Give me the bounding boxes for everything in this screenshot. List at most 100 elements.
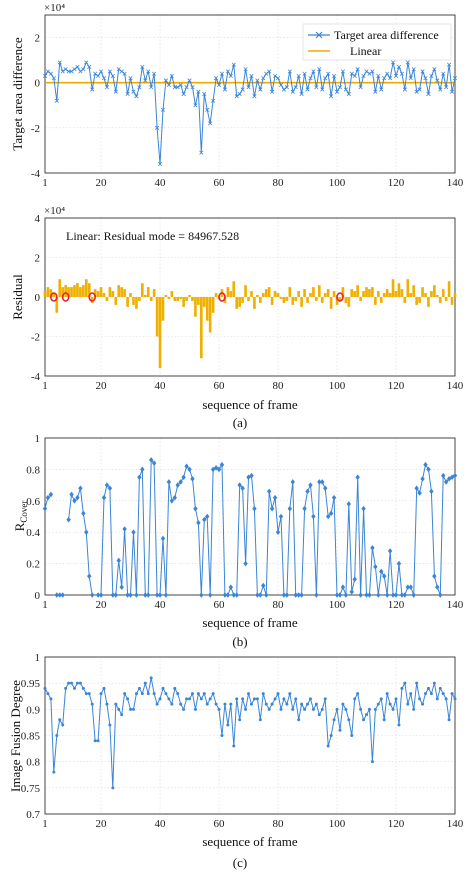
residual-bar [453, 293, 457, 297]
r-cover-point [414, 485, 419, 492]
residual-bar [424, 293, 427, 297]
y-tick-label: -4 [31, 371, 41, 383]
target-area-point [110, 73, 115, 79]
residual-bar [347, 297, 351, 307]
residual-bar [374, 297, 377, 305]
fusion-degree-point [70, 681, 74, 685]
residual-bar [332, 291, 336, 297]
target-area-point [98, 69, 104, 74]
fusion-degree-point [161, 686, 165, 690]
panel-a-bottom-ylabel: Residual [10, 274, 25, 320]
residual-bar [76, 283, 79, 297]
residual-bar [285, 297, 289, 301]
x-tick-label: 80 [273, 599, 285, 611]
fusion-degree-point [359, 707, 363, 711]
residual-bar [99, 287, 103, 297]
target-area-point [405, 60, 410, 65]
target-area-point [169, 73, 174, 79]
panel-c-frame [44, 656, 456, 815]
target-area-point [275, 76, 281, 81]
residual-bar [418, 297, 421, 303]
r-cover-point [207, 592, 213, 598]
r-cover-point [420, 476, 425, 482]
fusion-degree-point [188, 697, 192, 701]
residual-bar [300, 297, 303, 307]
fusion-degree-point [149, 676, 153, 680]
fusion-degree-point [46, 692, 50, 696]
residual-bar [152, 289, 156, 297]
r-cover-point [116, 557, 121, 564]
r-cover-point [411, 592, 416, 598]
r-cover-point [299, 592, 304, 598]
r-cover-line [98, 458, 456, 596]
r-cover-point [367, 592, 372, 598]
r-cover-point [293, 592, 298, 598]
fusion-degree-point [61, 723, 65, 727]
fusion-degree-point [264, 702, 268, 706]
fusion-degree-point [432, 681, 436, 685]
x-tick-label: 40 [155, 599, 167, 611]
residual-bar [297, 291, 300, 297]
r-cover-point [249, 472, 254, 479]
residual-bar [126, 297, 129, 307]
r-cover-point [384, 592, 390, 598]
residual-bar [403, 297, 407, 303]
target-area-point [213, 76, 219, 81]
target-area-point [234, 94, 239, 99]
target-area-point [317, 67, 322, 72]
residual-bar [155, 297, 159, 337]
r-cover-point [45, 494, 51, 501]
target-area-point [417, 87, 422, 92]
r-cover-point [323, 485, 328, 492]
fusion-degree-point [370, 760, 374, 764]
residual-bar [385, 289, 389, 297]
r-cover-point [154, 592, 160, 598]
target-area-point [367, 71, 372, 76]
residual-bar [232, 281, 236, 297]
r-cover-point [320, 479, 325, 485]
legend-marker-x [315, 31, 323, 39]
target-area-point [137, 85, 142, 90]
r-cover-point [151, 460, 157, 466]
r-cover-point [352, 576, 357, 583]
residual-bar [164, 295, 168, 297]
r-cover-point [57, 592, 62, 598]
residual-bar [67, 287, 70, 297]
fusion-degree-point [303, 707, 307, 711]
target-area-point [211, 98, 216, 103]
target-area-point [355, 67, 360, 72]
residual-bar [329, 297, 333, 309]
residual-bar [338, 297, 342, 301]
residual-bar [149, 297, 153, 301]
target-area-point [346, 91, 351, 97]
r-cover-point [438, 592, 443, 598]
x-tick-label: 40 [155, 818, 167, 830]
residual-bar [61, 287, 65, 297]
target-area-point [261, 76, 266, 81]
residual-bar [279, 297, 283, 299]
fusion-degree-point [167, 697, 171, 701]
fusion-degree-point [131, 707, 135, 711]
target-area-point [379, 87, 384, 92]
residual-bar [214, 293, 218, 297]
r-cover-point [325, 513, 331, 520]
r-cover-point [376, 592, 381, 598]
fusion-degree-point [114, 702, 118, 706]
residual-bar [258, 297, 262, 303]
residual-bar [433, 285, 436, 297]
y-tick-label: 4 [35, 213, 41, 225]
target-area-point [202, 91, 207, 97]
fusion-degree-point [258, 718, 262, 722]
target-area-point [267, 69, 272, 74]
target-area-point [149, 85, 154, 90]
y-tick-label: 0 [35, 292, 41, 304]
residual-bar [135, 297, 138, 309]
r-cover-point [264, 592, 269, 598]
r-cover-point [311, 513, 316, 520]
r-cover-point [441, 472, 446, 479]
fusion-degree-point [400, 686, 404, 690]
r-cover-point [169, 498, 175, 504]
caption-a: (a) [233, 415, 247, 430]
fusion-degree-point [415, 681, 419, 685]
panel-b-frame [44, 437, 456, 596]
